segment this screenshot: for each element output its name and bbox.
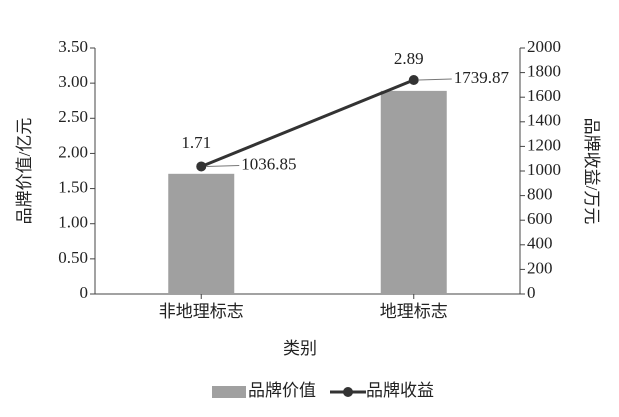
y2-tick-label: 1800: [527, 62, 561, 81]
bar: [380, 90, 447, 294]
legend-label: 品牌价值: [248, 381, 316, 400]
y-tick-label: 1.00: [58, 213, 88, 232]
line: [200, 78, 415, 168]
y2-tick-label: 600: [527, 209, 553, 228]
y-tick-label: 0: [80, 283, 89, 302]
x-axis-title: 类别: [283, 339, 317, 358]
y2-tick-label: 1000: [527, 160, 561, 179]
bar: [168, 173, 235, 294]
y2-axis-title: 品牌收益/万元: [582, 118, 601, 225]
leader-line: [418, 78, 452, 81]
data-label: 1739.87: [454, 68, 510, 87]
x-tick-label: 非地理标志: [159, 302, 244, 321]
leader-line: [206, 164, 240, 167]
y2-tick-label: 1400: [527, 111, 561, 130]
y-tick-label: 3.50: [58, 37, 88, 56]
y-axis-title: 品牌价值/亿元: [15, 118, 34, 225]
line-point: [196, 161, 207, 172]
legend-swatch: [212, 386, 246, 398]
data-label: 1036.85: [241, 154, 296, 173]
y-tick-label: 2.00: [58, 142, 88, 161]
y2-tick-label: 1200: [527, 135, 561, 154]
y2-tick-label: 400: [527, 234, 553, 253]
y-tick-label: 3.00: [58, 72, 88, 91]
legend-label: 品牌收益: [366, 381, 434, 400]
y2-tick-label: 1600: [527, 86, 561, 105]
y-tick-label: 0.50: [58, 248, 88, 267]
legend-swatch: [343, 387, 353, 397]
data-label: 2.89: [394, 49, 424, 68]
y2-tick-label: 200: [527, 258, 553, 277]
y-tick-label: 1.50: [58, 177, 88, 196]
line-point: [408, 74, 419, 85]
data-label: 1.71: [181, 133, 211, 152]
y2-tick-label: 800: [527, 185, 553, 204]
x-tick-label: 地理标志: [380, 302, 448, 321]
y2-tick-label: 2000: [527, 37, 561, 56]
y2-tick-label: 0: [527, 283, 536, 302]
y-tick-label: 2.50: [58, 107, 88, 126]
